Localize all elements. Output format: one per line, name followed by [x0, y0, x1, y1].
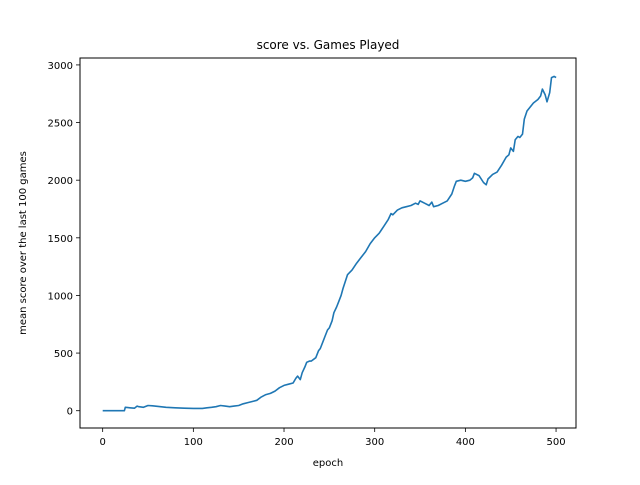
- y-tick-label: 1000: [48, 291, 73, 302]
- x-tick-label: 300: [365, 437, 384, 448]
- y-tick-label: 2500: [48, 119, 73, 130]
- y-axis-ticks: 0 500 1000 1500 2000 2500 3000: [48, 61, 80, 418]
- plot-lines: [102, 75, 557, 412]
- series-line: [102, 75, 557, 412]
- y-tick-label: 2000: [48, 176, 73, 187]
- x-tick-label: 100: [184, 437, 203, 448]
- x-tick-label: 200: [274, 437, 293, 448]
- y-tick-label: 0: [67, 407, 73, 418]
- y-tick-label: 500: [54, 349, 73, 360]
- y-tick-label: 1500: [48, 234, 73, 245]
- x-tick-label: 0: [99, 437, 105, 448]
- plot-frame: [79, 57, 577, 429]
- x-axis-label: epoch: [313, 458, 343, 469]
- x-tick-label: 400: [456, 437, 475, 448]
- x-tick-label: 500: [547, 437, 566, 448]
- y-axis-label: mean score over the last 100 games: [18, 151, 29, 335]
- x-axis-ticks: 0 100 200 300 400 500: [99, 428, 566, 448]
- y-tick-label: 3000: [48, 61, 73, 72]
- chart-title: score vs. Games Played: [257, 38, 400, 52]
